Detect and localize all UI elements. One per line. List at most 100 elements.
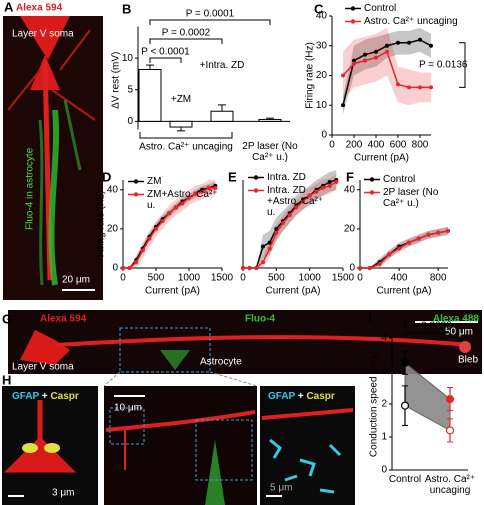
data-point (121, 266, 125, 270)
data-point (254, 266, 259, 270)
y-axis-label: Conduction speed (m/s) (369, 351, 380, 457)
image-label: Astrocyte (200, 357, 242, 368)
y-tick-label: 40 (316, 11, 328, 22)
panel-a-image: A Alexa 594 Layer V soma Fluo-4 in astro… (3, 0, 103, 300)
legend-swatch (128, 192, 144, 197)
data-point (358, 266, 362, 270)
legend-label: Intra. ZD (267, 172, 306, 183)
stain-label: GFAP + Caspr (12, 391, 79, 402)
gfap-shape (269, 438, 342, 494)
bleb-shape (459, 341, 471, 353)
data-point (377, 262, 382, 267)
panel-letter: A (4, 0, 14, 14)
panel-letter: G (2, 311, 12, 326)
data-point (261, 260, 265, 265)
stain-gfap: GFAP (12, 391, 40, 402)
stain-label: GFAP + Caspr (268, 391, 335, 402)
y-tick-label: 4 (381, 333, 387, 344)
data-point (261, 244, 265, 249)
data-point (400, 358, 410, 367)
error-band (243, 174, 337, 268)
data-point (334, 179, 339, 184)
image-label: Bleb (458, 355, 478, 366)
axon-shape (3, 400, 77, 473)
scale-label: 50 μm (445, 327, 473, 338)
legend-dot (133, 192, 139, 197)
legend: ZM ZM+Astro. Ca²⁺ u. (128, 176, 228, 213)
data-point (147, 236, 152, 241)
x-axis-label: Current (pA) (376, 286, 431, 297)
inset-guide (103, 371, 258, 387)
x-tick-label: Astro. Ca²⁺ uncaging (424, 474, 476, 496)
x-tick-label: 1500 (332, 273, 355, 284)
panel-h-images: H GFAP + Caspr GFAP + Caspr 3 μm 10 μm 5… (2, 372, 355, 505)
x-tick-label: Control (388, 474, 422, 485)
astrocyte-shape (48, 109, 60, 286)
x-axis-label: Current (pA) (265, 286, 320, 297)
astrocyte-shape (205, 440, 225, 505)
error-band (243, 170, 337, 268)
y-tick-label: 30 (316, 40, 328, 51)
y-tick-label: 0 (381, 465, 387, 476)
data-point (213, 185, 218, 190)
y-tick-label: 0 (321, 130, 327, 141)
data-point (374, 49, 378, 54)
x-tick-label: 500 (268, 273, 285, 284)
annotation: P = 0.0136 (419, 60, 468, 71)
legend-dot (253, 188, 259, 193)
annotation: P = 0.0038 (403, 321, 452, 332)
image-label: Fluo-4 in astrocyte (25, 147, 36, 230)
bar (169, 120, 193, 128)
data-point (287, 213, 292, 218)
legend-dot (369, 177, 375, 182)
stain-label: Alexa 594 (16, 3, 63, 14)
data-point (187, 195, 191, 200)
data-point (352, 61, 356, 66)
image-label: Layer V soma (12, 362, 74, 373)
error-band (360, 226, 448, 268)
soma-shape (20, 16, 70, 90)
comparison-label: P < 0.0001 (141, 47, 190, 58)
data-point (180, 201, 185, 206)
comparison-bracket (149, 38, 223, 44)
x-tick-label: 400 (391, 273, 408, 284)
legend-label: ZM (147, 176, 162, 187)
data-point (206, 185, 211, 190)
data-point (127, 266, 132, 270)
axon (54, 335, 471, 347)
legend-label: 2P laser (No Ca²⁺ u.) (383, 187, 439, 209)
stain-gfap: GFAP (268, 391, 296, 402)
data-point (267, 246, 272, 251)
inset-box (195, 419, 253, 481)
legend-entry: 2P laser (No Ca²⁺ u.) (364, 187, 444, 209)
y-tick-label: 10 (316, 100, 328, 111)
data-point (363, 52, 367, 57)
y-tick-label: 3 (381, 366, 387, 377)
y-tick-label: 5 (127, 84, 133, 95)
legend-entry: ZM (128, 176, 228, 187)
annotation-bracket (459, 42, 466, 88)
x-tick-label: 500 (148, 273, 165, 284)
astrocyte-shape (160, 350, 190, 370)
category-label: +Intra. ZD (199, 60, 245, 71)
legend-entry: Intra. ZD +Astro. Ca²⁺ u. (248, 185, 333, 218)
data-point (274, 226, 279, 231)
stain-caspr: Caspr (306, 391, 334, 402)
y-tick-label: 40 (344, 184, 356, 195)
legend-entry: Intra. ZD (248, 172, 333, 183)
error-band (360, 226, 448, 268)
data-point (407, 85, 411, 90)
data-point (385, 43, 389, 48)
legend-swatch (345, 19, 361, 24)
data-point (367, 266, 372, 270)
legend: Intra. ZD Intra. ZD +Astro. Ca²⁺ u. (248, 172, 333, 220)
legend-label: Intra. ZD +Astro. Ca²⁺ u. (267, 185, 324, 218)
data-point (140, 248, 145, 253)
stain-plus: + (42, 391, 48, 402)
legend-entry: Control (345, 3, 475, 14)
legend-dot (369, 190, 375, 195)
legend-label: Astro. Ca²⁺ uncaging (364, 16, 458, 27)
y-tick-label: 20 (316, 70, 328, 81)
data-point (407, 40, 411, 45)
